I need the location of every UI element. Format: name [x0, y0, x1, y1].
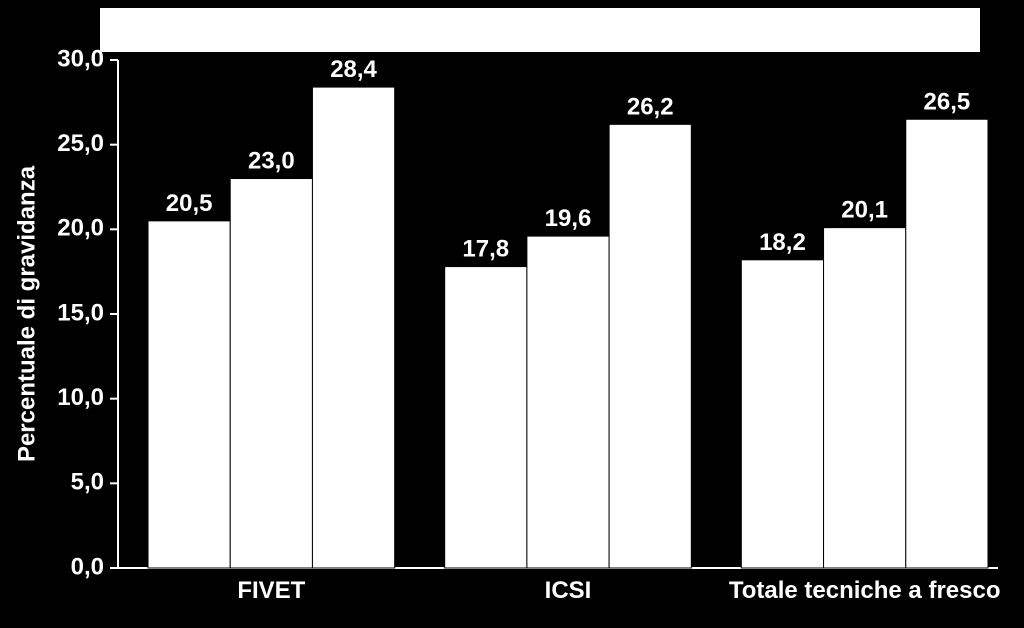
bar — [906, 119, 988, 568]
bar-value-label: 17,8 — [462, 236, 509, 263]
y-tick-label: 5,0 — [71, 469, 104, 496]
pregnancy-rate-chart: 0,0 5,0 10,0 15,0 20,0 25,0 30,0 Percentuale di… — [0, 0, 1024, 628]
y-tick-label: 15,0 — [57, 299, 104, 326]
legend-band — [100, 8, 980, 52]
bar — [741, 260, 823, 568]
bar — [148, 221, 230, 568]
y-tick-label: 25,0 — [57, 130, 104, 157]
x-category-label: ICSI — [545, 577, 592, 604]
bar — [445, 267, 527, 568]
bar-value-label: 20,1 — [841, 197, 888, 224]
bar-value-label: 26,2 — [627, 93, 674, 120]
bar-value-label: 18,2 — [759, 229, 806, 256]
bar-value-label: 26,5 — [924, 88, 971, 115]
bar-value-label: 28,4 — [330, 56, 377, 83]
x-category-label: Totale tecniche a fresco — [729, 577, 1001, 604]
bar — [609, 124, 691, 568]
bar — [824, 228, 906, 568]
x-category-label: FIVET — [237, 577, 305, 604]
bar-value-label: 20,5 — [166, 190, 213, 217]
bar-value-label: 23,0 — [248, 148, 295, 175]
y-tick-label: 20,0 — [57, 215, 104, 242]
y-tick-label: 10,0 — [57, 384, 104, 411]
bar — [312, 87, 394, 568]
y-axis-title: Percentuale di gravidanza — [13, 165, 40, 462]
bar — [527, 236, 609, 568]
y-tick-label: 30,0 — [57, 45, 104, 72]
bar — [230, 179, 312, 568]
y-tick-label: 0,0 — [71, 553, 104, 580]
bar-value-label: 19,6 — [545, 205, 592, 232]
chart-svg: 0,0 5,0 10,0 15,0 20,0 25,0 30,0 Percentuale di… — [0, 0, 1024, 628]
